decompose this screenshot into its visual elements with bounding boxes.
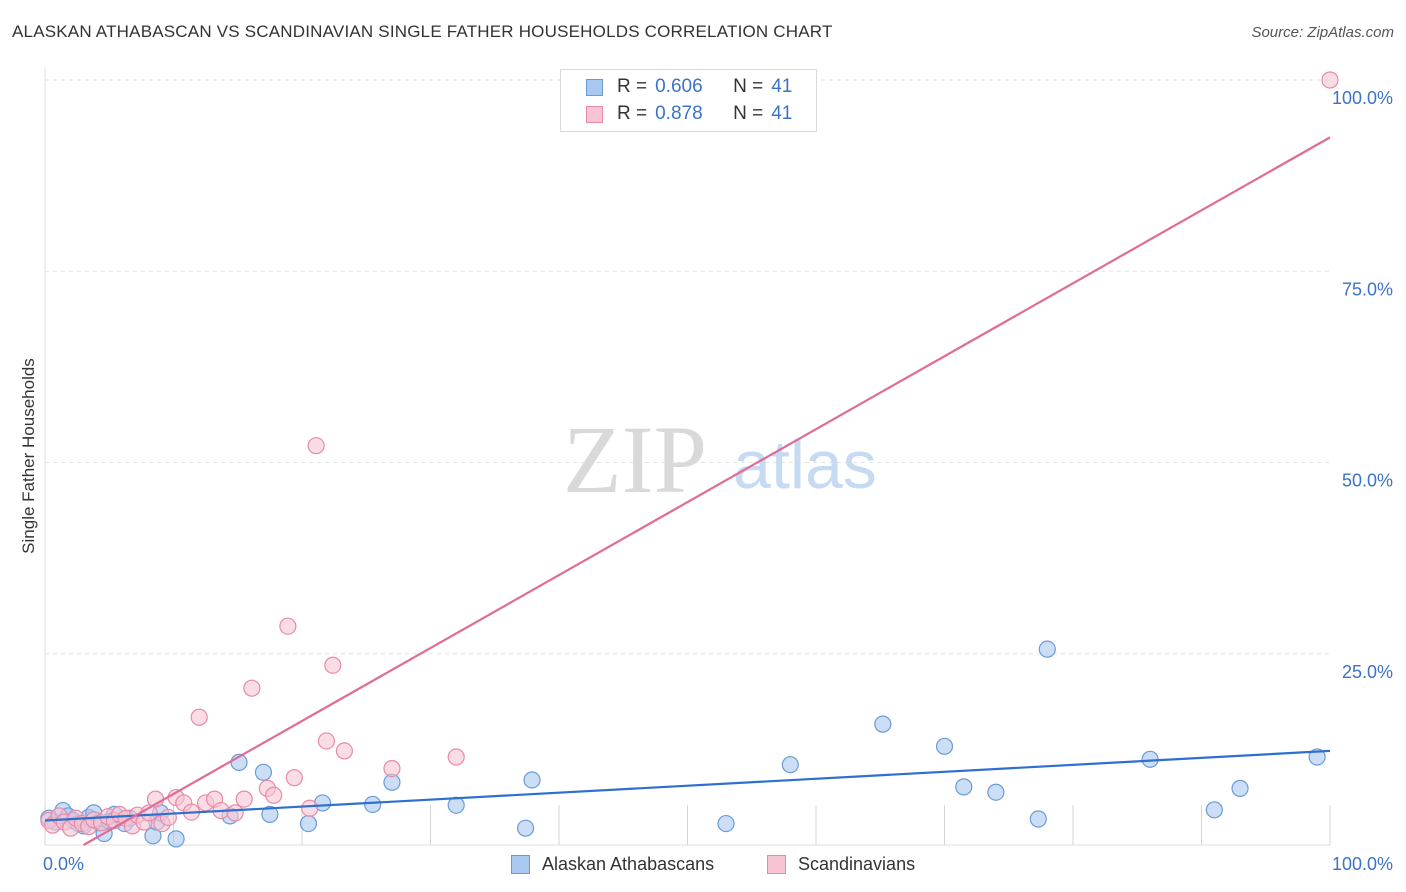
x-tick-label-max: 100.0% — [1332, 854, 1393, 874]
source-label: Source: ZipAtlas.com — [1251, 24, 1394, 41]
point-scandinavian — [285, 769, 303, 787]
point-scandinavian — [447, 748, 465, 766]
y-tick-label: 75.0% — [1342, 279, 1393, 299]
data-points — [40, 71, 1339, 848]
point-scandinavian — [226, 804, 244, 822]
legend-r-value: 0.878 — [655, 103, 703, 124]
point-scandinavian — [307, 437, 325, 455]
y-tick-label: 100.0% — [1332, 88, 1393, 108]
point-scandinavian — [383, 759, 401, 778]
x-tick-label-min: 0.0% — [43, 854, 84, 874]
point-scandinavian — [279, 617, 297, 635]
trend-line-athabascan — [44, 749, 1331, 822]
point-athabascan — [299, 814, 318, 833]
legend-n-value: 41 — [771, 103, 793, 124]
chart-title: ALASKAN ATHABASCAN VS SCANDINAVIAN SINGL… — [12, 22, 833, 41]
bottom-legend-label-scandinavian: Scandinavians — [798, 853, 916, 874]
bottom-legend-label-athabascan: Alaskan Athabascans — [542, 853, 715, 874]
legend-swatch-scandinavian — [586, 105, 603, 123]
legend-n-label: N = — [733, 103, 764, 124]
point-athabascan — [261, 805, 279, 824]
point-athabascan — [167, 830, 185, 848]
trend-lines — [44, 136, 1331, 846]
bottom-legend-scandinavian: Scandinavians — [767, 852, 915, 876]
watermark-zip: ZIP — [563, 406, 707, 513]
point-athabascan — [364, 795, 382, 814]
legend-row-athabascan: R = 0.606 N = 41 — [586, 75, 792, 99]
point-athabascan — [955, 778, 973, 796]
point-athabascan — [935, 737, 954, 755]
watermark-atlas: atlas — [733, 427, 877, 503]
point-athabascan — [1308, 748, 1326, 766]
tick-labels: 100.0% 75.0% 50.0% 25.0% 0.0% 100.0% — [43, 88, 1393, 874]
point-athabascan — [1231, 779, 1249, 797]
point-athabascan — [523, 771, 541, 789]
point-athabascan — [987, 783, 1005, 801]
legend-swatch-athabascan — [586, 78, 603, 96]
bottom-legend-swatch-scandinavian — [767, 854, 786, 874]
legend-r-label: R = — [617, 103, 648, 124]
point-athabascan — [717, 814, 735, 833]
legend-n-label: N = — [733, 76, 764, 97]
point-scandinavian — [1321, 71, 1339, 89]
point-athabascan — [1038, 640, 1056, 658]
bottom-legend-athabascan: Alaskan Athabascans — [511, 852, 714, 876]
stats-legend: R = 0.606 N = 41 R = 0.878 N = 41 — [560, 69, 817, 132]
y-tick-label: 25.0% — [1342, 662, 1393, 682]
legend-row-scandinavian: R = 0.878 N = 41 — [586, 102, 792, 126]
point-athabascan — [1205, 801, 1223, 819]
point-athabascan — [781, 756, 799, 774]
point-scandinavian — [235, 790, 253, 808]
point-athabascan — [874, 715, 892, 733]
point-scandinavian — [243, 679, 261, 697]
legend-r-value: 0.606 — [655, 76, 703, 97]
point-scandinavian — [324, 656, 342, 674]
trend-line-scandinavian — [83, 136, 1331, 846]
point-athabascan — [516, 819, 535, 837]
point-scandinavian — [335, 742, 354, 760]
watermark: ZIP atlas — [563, 406, 877, 513]
point-scandinavian — [301, 799, 319, 817]
point-athabascan — [254, 763, 273, 781]
legend-r-label: R = — [617, 76, 648, 97]
point-scandinavian — [317, 732, 336, 750]
bottom-legend-swatch-athabascan — [511, 854, 530, 874]
gridlines — [45, 79, 1330, 655]
point-scandinavian — [159, 808, 177, 827]
point-scandinavian — [265, 786, 283, 804]
point-scandinavian — [190, 708, 208, 726]
legend-n-value: 41 — [771, 76, 793, 97]
y-tick-label: 50.0% — [1342, 471, 1393, 491]
point-athabascan — [1029, 810, 1047, 828]
